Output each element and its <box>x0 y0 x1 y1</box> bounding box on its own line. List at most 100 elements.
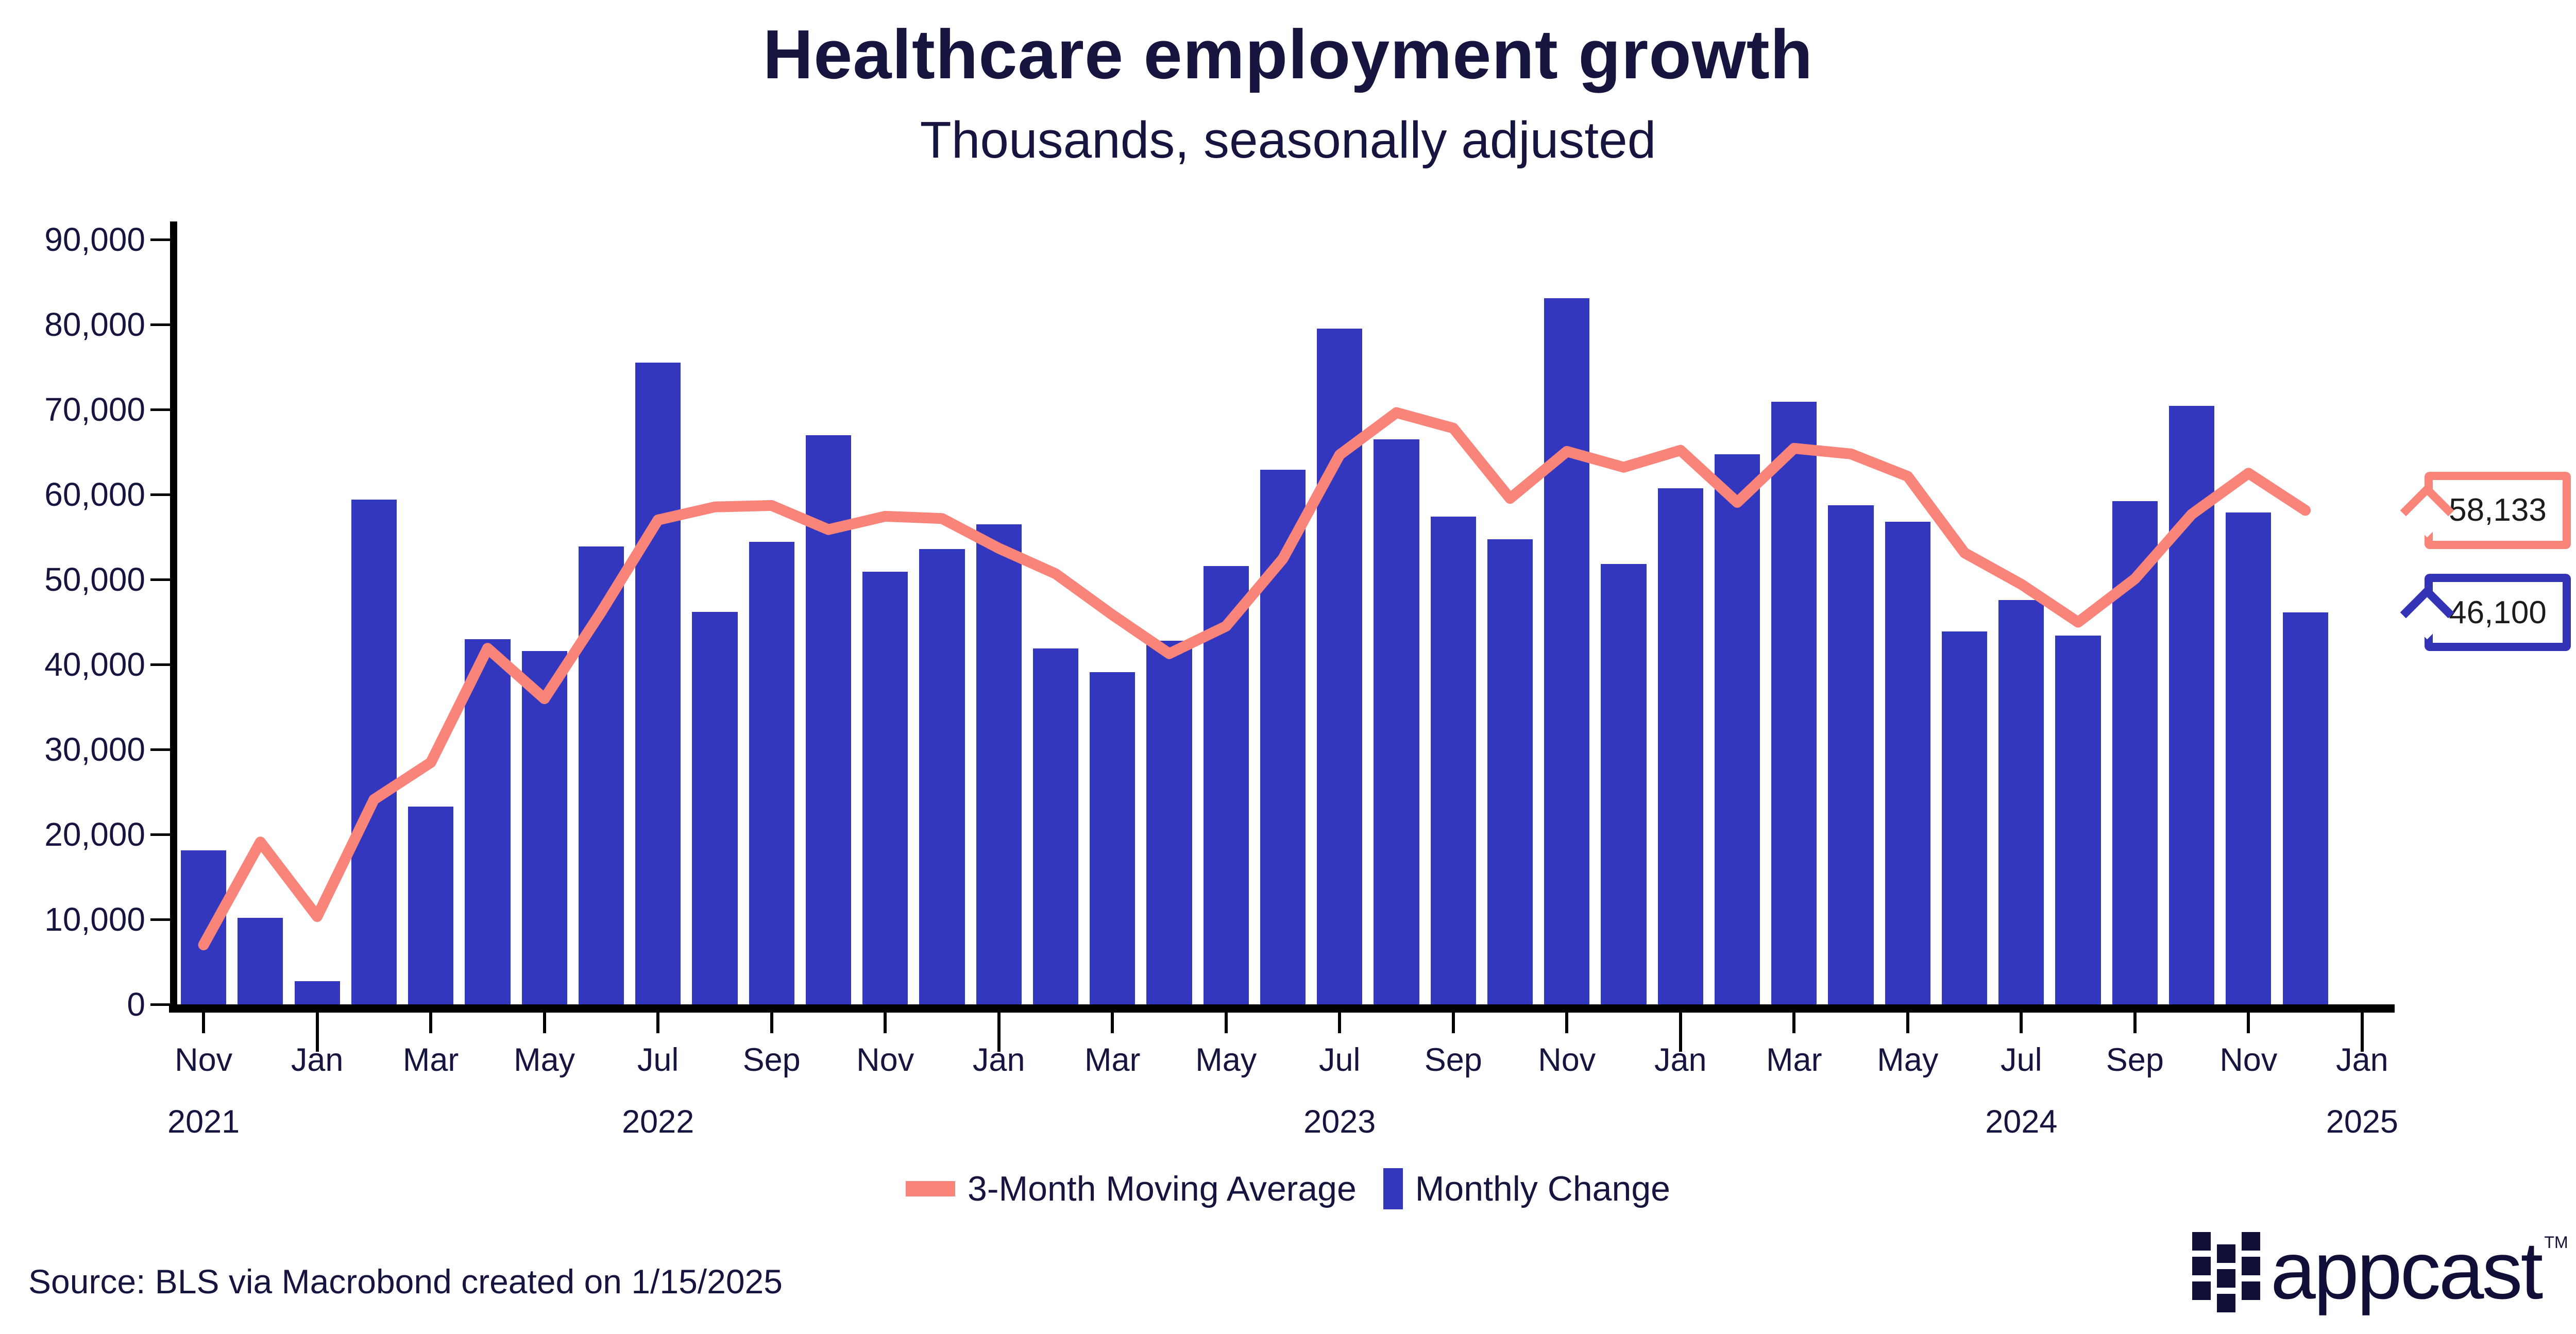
x-tick-label: Sep <box>742 1042 801 1078</box>
monthly-change-bar <box>408 806 454 1004</box>
x-year-label: 2025 <box>2326 1104 2398 1140</box>
x-tick-mark <box>656 1012 660 1033</box>
y-tick-label: 80,000 <box>44 306 145 343</box>
x-tick-label: Jan <box>2336 1042 2388 1078</box>
legend: 3-Month Moving Average Monthly Change <box>0 1168 2576 1209</box>
y-tick-label: 70,000 <box>44 391 145 428</box>
y-tick-mark <box>150 323 175 326</box>
legend-label-moving-average: 3-Month Moving Average <box>968 1169 1357 1208</box>
monthly-change-bar <box>521 651 567 1004</box>
logo-square-icon <box>2242 1232 2260 1251</box>
x-tick-label: Jan <box>291 1042 344 1078</box>
appcast-squares-icon <box>2192 1232 2260 1319</box>
monthly-change-bar <box>635 363 681 1004</box>
x-tick-label: Sep <box>1424 1042 1482 1078</box>
monthly-change-bar <box>1146 640 1192 1004</box>
logo-square-icon <box>2217 1269 2235 1288</box>
monthly-change-bar <box>1374 439 1419 1004</box>
monthly-change-bar <box>1657 488 1703 1004</box>
callout-arrow-left-icon <box>2400 483 2454 538</box>
callout-arrow-left-icon <box>2400 586 2454 640</box>
x-tick-mark <box>1111 1012 1114 1033</box>
x-tick-label: Jul <box>2001 1042 2042 1078</box>
x-tick-label: Nov <box>175 1042 233 1078</box>
monthly-change-bar <box>238 917 283 1004</box>
y-tick-label: 10,000 <box>44 901 145 938</box>
monthly-change-bar <box>749 542 794 1004</box>
monthly-change-bar <box>578 546 624 1004</box>
monthly-change-bar <box>692 611 738 1004</box>
logo-square-icon <box>2217 1294 2235 1312</box>
x-year-label: 2022 <box>622 1104 694 1140</box>
y-tick-mark <box>150 833 175 836</box>
monthly-change-bar <box>1771 402 1817 1004</box>
x-year-label: 2024 <box>1985 1104 2058 1140</box>
monthly-change-bar <box>2282 612 2328 1004</box>
y-tick-mark <box>150 748 175 751</box>
y-tick-label: 30,000 <box>44 731 145 768</box>
monthly-change-bar <box>2055 635 2101 1004</box>
y-tick-label: 90,000 <box>44 221 145 258</box>
x-tick-mark <box>315 1012 319 1052</box>
logo-square-icon <box>2192 1281 2211 1300</box>
y-tick-label: 60,000 <box>44 476 145 513</box>
y-tick-mark <box>150 578 175 581</box>
y-tick-label: 40,000 <box>44 646 145 683</box>
y-tick-label: 20,000 <box>44 816 145 853</box>
x-tick-label: Nov <box>1538 1042 1596 1078</box>
appcast-logo: appcast TM <box>2192 1225 2568 1319</box>
y-tick-mark <box>150 918 175 921</box>
x-tick-label: May <box>1195 1042 1257 1078</box>
x-year-label: 2023 <box>1303 1104 1376 1140</box>
monthly-change-bar <box>351 499 397 1004</box>
y-tick-mark <box>150 1003 175 1006</box>
x-tick-label: Sep <box>2106 1042 2164 1078</box>
monthly-change-bar <box>1090 672 1136 1004</box>
x-tick-label: Nov <box>2219 1042 2278 1078</box>
monthly-change-bar <box>1032 648 1079 1004</box>
callout-monthly-change-value: 46,100 <box>2449 594 2547 630</box>
monthly-change-bar <box>919 549 965 1004</box>
x-tick-mark <box>997 1012 1001 1052</box>
logo-square-icon <box>2242 1281 2260 1300</box>
logo-square-icon <box>2192 1257 2211 1275</box>
y-tick-label: 50,000 <box>44 561 145 598</box>
chart-title: Healthcare employment growth <box>762 15 1814 93</box>
monthly-change-bar <box>1544 298 1590 1004</box>
source-note: Source: BLS via Macrobond created on 1/1… <box>28 1262 783 1301</box>
monthly-change-bar <box>1828 505 1874 1004</box>
monthly-change-bar <box>294 981 340 1004</box>
x-tick-mark <box>2360 1012 2364 1052</box>
x-tick-mark <box>2020 1012 2023 1033</box>
logo-square-icon <box>2242 1257 2260 1275</box>
x-tick-mark <box>543 1012 546 1033</box>
x-tick-mark <box>429 1012 433 1033</box>
x-tick-mark <box>770 1012 773 1033</box>
callout-monthly-change: 46,100 <box>2400 574 2571 652</box>
x-tick-mark <box>1906 1012 1909 1033</box>
x-tick-mark <box>2133 1012 2137 1033</box>
trademark-symbol: TM <box>2544 1233 2568 1252</box>
x-tick-mark <box>2247 1012 2250 1033</box>
x-axis-line <box>169 1004 2395 1013</box>
y-tick-mark <box>150 238 175 241</box>
x-year-label: 2021 <box>167 1104 240 1140</box>
monthly-change-bar <box>1714 454 1760 1004</box>
x-tick-label: Jul <box>1318 1042 1361 1078</box>
monthly-change-bar <box>976 524 1022 1004</box>
appcast-logo-text: appcast <box>2270 1225 2543 1316</box>
monthly-change-bar <box>1885 521 1930 1004</box>
logo-square-icon <box>2217 1244 2235 1263</box>
monthly-change-bar <box>1941 631 1988 1004</box>
x-tick-mark <box>1565 1012 1569 1033</box>
x-tick-mark <box>1679 1012 1682 1052</box>
monthly-change-bar <box>1601 564 1647 1004</box>
x-tick-label: Mar <box>1084 1042 1141 1078</box>
monthly-change-bar <box>1430 516 1476 1004</box>
monthly-change-bar <box>1998 600 2044 1004</box>
legend-bar-swatch-icon <box>1383 1168 1403 1209</box>
legend-line-swatch-icon <box>906 1181 956 1196</box>
y-tick-mark <box>150 493 175 496</box>
x-tick-label: Mar <box>402 1042 459 1078</box>
